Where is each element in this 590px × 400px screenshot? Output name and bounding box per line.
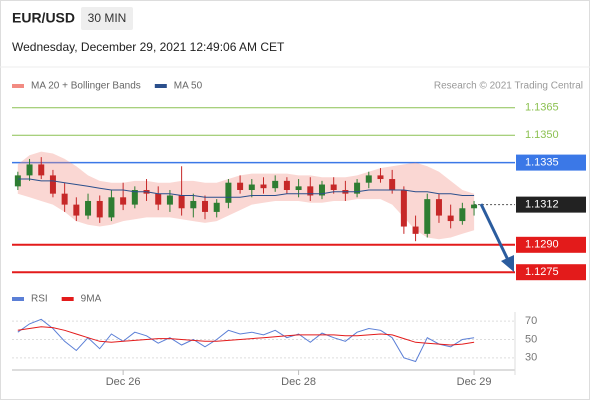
legend-label: MA 50 [174, 81, 203, 92]
candle-body [237, 182, 244, 190]
candle-body [61, 193, 68, 205]
candle-body [412, 226, 419, 234]
candle-body [108, 197, 115, 218]
candle-body [190, 200, 197, 209]
plot: MA 20 + Bollinger Bands MA 50 1.1365 1.1350… [12, 81, 586, 388]
level-label: 1.1290 [525, 239, 559, 251]
candle-body [330, 184, 337, 190]
arrow-head [501, 255, 514, 272]
source: Research © 2021 Trading Central [434, 81, 583, 92]
rsi-line [17, 326, 475, 346]
candle-body [178, 195, 185, 209]
candle-body [120, 197, 127, 205]
datetime: Wednesday, December 29, 2021 12:49:06 AM… [12, 40, 285, 54]
bollinger-band [17, 151, 475, 240]
candle-body [202, 200, 209, 212]
candle-body [307, 186, 314, 196]
candle-body [400, 190, 407, 227]
candle-body [166, 195, 173, 205]
ma50-line [17, 178, 475, 198]
candle-body [260, 184, 267, 189]
level-label: 1.1312 [525, 199, 559, 211]
legend-swatch [12, 84, 24, 88]
legend-swatch [154, 84, 167, 88]
level-label: 1.1335 [525, 157, 559, 169]
symbol: EUR/USD [12, 10, 75, 26]
candle-body [248, 184, 255, 190]
candle-body [283, 180, 290, 190]
level-label: 1.1365 [525, 102, 559, 114]
candle-body [318, 184, 325, 196]
candle-body [389, 179, 396, 190]
x-tick-label: Dec 28 [281, 376, 316, 388]
timeframe-box [81, 7, 133, 30]
candle-body [272, 180, 279, 189]
candle-body [447, 215, 454, 222]
x-tick-label: Dec 26 [106, 376, 141, 388]
candle-body [295, 186, 302, 190]
candle-body [424, 199, 431, 234]
level-box [516, 154, 586, 171]
candle-body [213, 202, 220, 212]
candle-body [471, 204, 478, 209]
candle-body [377, 175, 384, 180]
legend-swatch [61, 297, 74, 301]
candle-body [26, 164, 33, 176]
level-label: 1.1350 [525, 129, 559, 141]
timeframe: 30 MIN [88, 11, 127, 25]
candle-body [155, 193, 162, 205]
legend-label: RSI [31, 294, 48, 305]
candle-body [38, 164, 45, 176]
candle-body [85, 200, 92, 216]
rsi-line [17, 318, 475, 363]
candle-body [96, 200, 103, 218]
arrow-shaft [479, 203, 510, 261]
candle-body [49, 175, 56, 194]
y-tick-label: 50 [525, 333, 537, 345]
level-box [516, 196, 586, 213]
legend-label: MA 20 + Bollinger Bands [31, 81, 141, 92]
legend-label: 9MA [81, 294, 102, 305]
level-box [516, 236, 586, 253]
candle-body [365, 175, 372, 183]
candle-body [435, 199, 442, 216]
level-box [516, 264, 586, 281]
x-tick-label: Dec 29 [457, 376, 492, 388]
candle-body [14, 175, 21, 187]
projection-arrow [479, 203, 514, 272]
candle-body [459, 208, 466, 222]
y-tick-label: 30 [525, 352, 537, 364]
legend-swatch [12, 297, 24, 301]
candle-body [354, 182, 361, 194]
candle-body [131, 190, 138, 205]
candle-body [73, 204, 80, 216]
candle-body [225, 182, 232, 203]
y-tick-label: 70 [525, 315, 537, 327]
level-label: 1.1275 [525, 266, 559, 278]
